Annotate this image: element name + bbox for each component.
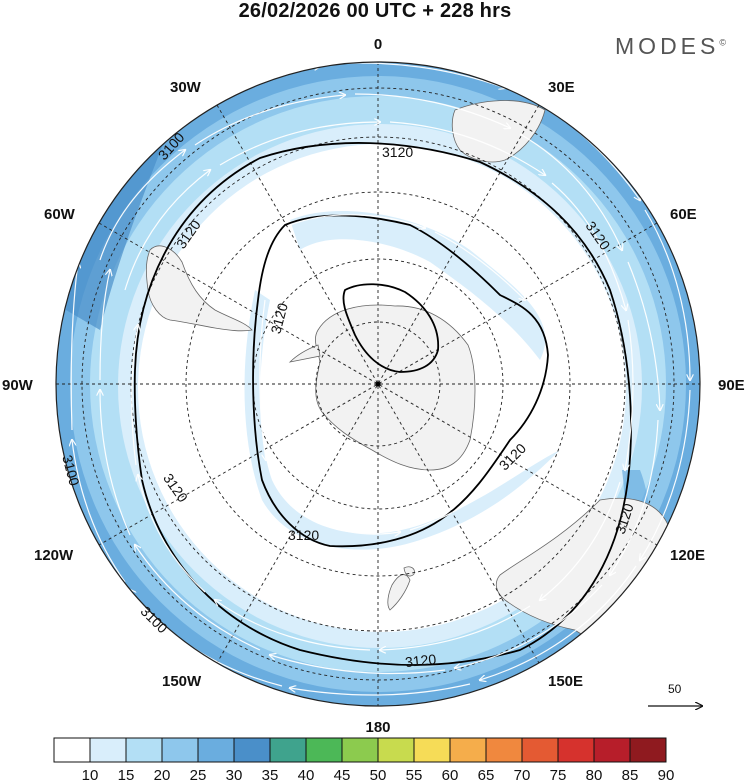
colorbar-swatch <box>125 737 163 763</box>
lon-label-150w: 150W <box>162 673 202 690</box>
colorbar-label: 65 <box>478 767 495 782</box>
inner-jet-ribbon <box>290 211 546 360</box>
colorbar-swatch <box>377 737 415 763</box>
south-america <box>145 245 253 332</box>
wind-reference: 50 <box>648 682 702 706</box>
colorbar-label: 15 <box>118 767 135 782</box>
lon-label-120w: 120W <box>34 547 74 564</box>
colorbar-label: 40 <box>298 767 315 782</box>
lon-label-180: 180 <box>365 719 390 736</box>
longitude-labels: 0 30E 60E 90E 120E 150E 180 150W 120W 90… <box>2 36 745 736</box>
contour-label: 3120 <box>404 651 437 670</box>
lon-label-30e: 30E <box>548 79 575 96</box>
wind-reference-value: 50 <box>668 682 682 696</box>
lon-label-30w: 30W <box>170 79 202 96</box>
colorbar-label: 45 <box>334 767 351 782</box>
colorbar-swatch <box>197 737 235 763</box>
colorbar-swatch <box>449 737 487 763</box>
contour-label: 3100 <box>59 453 83 487</box>
contour-label: 3120 <box>288 527 319 543</box>
colorbar-swatch <box>521 737 559 763</box>
colorbar-swatch <box>269 737 307 763</box>
colorbar-swatch <box>341 737 379 763</box>
map-disk <box>56 62 700 706</box>
colorbar-swatch <box>233 737 271 763</box>
contour-3120-inner <box>252 214 549 548</box>
map-title: 26/02/2026 00 UTC + 228 hrs <box>238 0 512 22</box>
contour-label: 3120 <box>382 144 413 160</box>
colorbar-swatch <box>413 737 451 763</box>
map-border <box>55 61 701 707</box>
colorbar-swatch <box>485 737 523 763</box>
colorbar-label: 55 <box>406 767 423 782</box>
brand-logo: MODES© <box>615 33 726 59</box>
colorbar-label: 85 <box>622 767 639 782</box>
contour-3140-polar <box>342 283 439 373</box>
colorbar-swatch <box>89 737 127 763</box>
colorbar-label: 90 <box>658 767 675 782</box>
south-pole-marker <box>375 381 381 387</box>
contour-label: 3120 <box>267 301 291 335</box>
lon-label-60e: 60E <box>670 206 697 223</box>
colorbar-swatch <box>305 737 343 763</box>
colorbar-label: 35 <box>262 767 279 782</box>
lon-label-120e: 120E <box>670 547 705 564</box>
colorbar-swatch <box>53 737 91 763</box>
colorbar-swatch <box>629 737 667 763</box>
lon-label-90w: 90W <box>2 377 34 394</box>
lon-label-60w: 60W <box>44 206 76 223</box>
lon-label-0: 0 <box>374 36 382 53</box>
colorbar-swatch <box>557 737 595 763</box>
colorbar-label: 75 <box>550 767 567 782</box>
colorbar-swatch <box>161 737 199 763</box>
colorbar: 10 15 20 25 30 35 40 45 50 55 60 65 70 75 80 85 90 <box>53 737 675 782</box>
colorbar-label: 70 <box>514 767 531 782</box>
lon-label-90e: 90E <box>718 377 745 394</box>
wind-max-blob <box>66 125 170 330</box>
colorbar-label: 60 <box>442 767 459 782</box>
colorbar-label: 50 <box>370 767 387 782</box>
colorbar-label: 10 <box>82 767 99 782</box>
colorbar-label: 25 <box>190 767 207 782</box>
colorbar-swatch <box>593 737 631 763</box>
meridians <box>56 62 700 706</box>
colorbar-label: 80 <box>586 767 603 782</box>
colorbar-label: 30 <box>226 767 243 782</box>
colorbar-label: 20 <box>154 767 171 782</box>
antarctic-peninsula <box>288 344 321 363</box>
lon-label-150e: 150E <box>548 673 583 690</box>
